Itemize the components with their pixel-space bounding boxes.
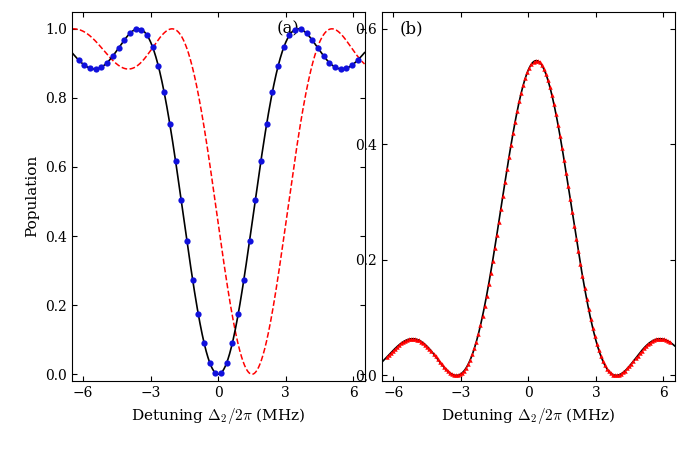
Y-axis label: Population: Population bbox=[25, 155, 40, 237]
Text: (b): (b) bbox=[399, 21, 423, 38]
X-axis label: Detuning $\Delta_2/2\pi$ (MHz): Detuning $\Delta_2/2\pi$ (MHz) bbox=[131, 406, 306, 426]
X-axis label: Detuning $\Delta_2/2\pi$ (MHz): Detuning $\Delta_2/2\pi$ (MHz) bbox=[441, 406, 616, 426]
Text: (a): (a) bbox=[277, 21, 299, 38]
